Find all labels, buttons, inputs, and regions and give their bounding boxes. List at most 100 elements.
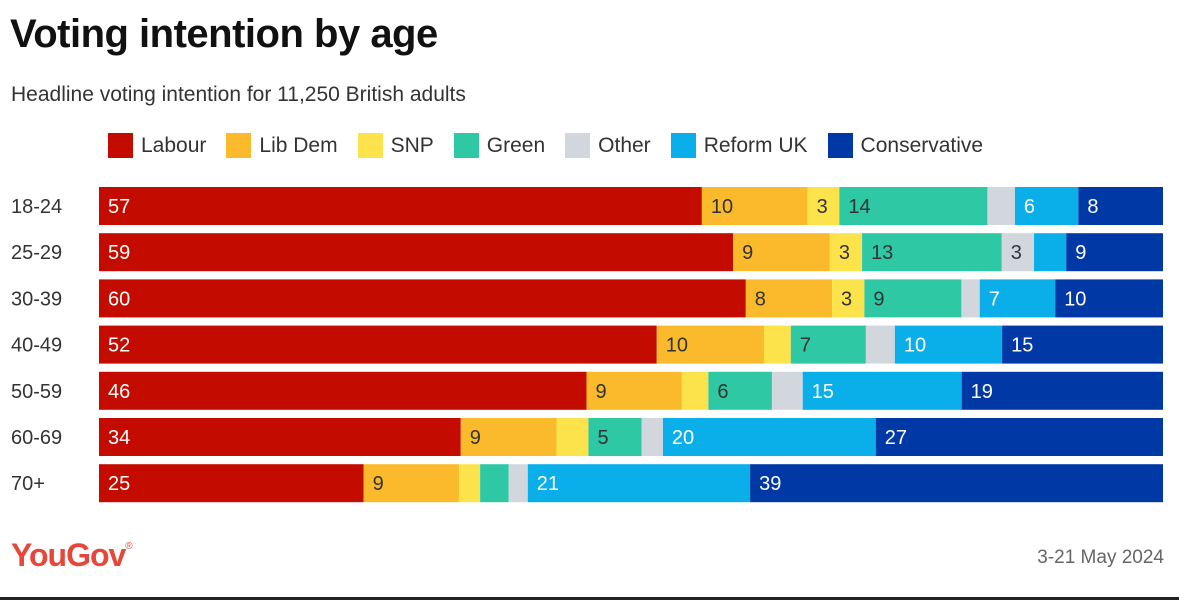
bar-30-39-green (864, 279, 962, 318)
bar-18-24-reform-uk (1014, 187, 1079, 225)
legend-label-other: Other (598, 133, 651, 157)
row-label-50-59: 50-59 (11, 381, 62, 403)
legend-label-reform-uk: Reform UK (703, 133, 808, 157)
data-label-18-24-labour: 57 (108, 196, 130, 218)
data-label-70-plus-labour: 25 (108, 473, 130, 495)
data-label-30-39-labour: 60 (108, 288, 130, 310)
bar-50-59-green (708, 371, 772, 410)
bar-70-plus-green (480, 464, 509, 503)
bar-50-59-other (771, 371, 803, 410)
registered-mark-icon: ® (125, 541, 132, 552)
row-label-25-29: 25-29 (11, 242, 62, 264)
data-label-40-49-conservative: 15 (1011, 335, 1033, 357)
legend-item-labour: Labour (108, 133, 206, 158)
legend-item-other: Other (565, 133, 651, 158)
bar-40-49-green (790, 325, 866, 364)
data-label-30-39-lib-dem: 8 (755, 288, 766, 310)
row-label-70-plus: 70+ (11, 473, 45, 495)
bar-70-plus-lib-dem (363, 464, 459, 503)
bar-40-49-other (865, 325, 895, 364)
row-label-30-39: 30-39 (11, 288, 62, 310)
data-label-18-24-reform-uk: 6 (1024, 196, 1035, 218)
data-label-40-49-reform-uk: 10 (904, 335, 926, 357)
bar-40-49-labour (99, 325, 657, 364)
data-label-50-59-conservative: 19 (971, 381, 993, 403)
bar-30-39-lib-dem (745, 279, 833, 318)
bar-60-69-lib-dem (460, 418, 557, 456)
bar-60-69-reform-uk (662, 418, 876, 456)
bottom-rule (0, 597, 1179, 600)
yougov-logo: YouGov® (11, 537, 133, 574)
bar-25-29-green (862, 233, 1002, 272)
legend-swatch-lib-dem (226, 133, 252, 158)
bar-70-plus-snp (458, 464, 481, 503)
legend: Labour Lib Dem SNP Green Other Reform UK… (108, 133, 1003, 158)
data-label-50-59-green: 6 (717, 381, 728, 403)
row-label-60-69: 60-69 (11, 427, 62, 449)
survey-date: 3-21 May 2024 (1037, 547, 1164, 568)
legend-label-lib-dem: Lib Dem (259, 133, 338, 157)
legend-swatch-labour (108, 133, 133, 158)
data-label-18-24-lib-dem: 10 (711, 196, 733, 218)
bar-40-49-lib-dem (656, 325, 764, 364)
bar-25-29-labour (99, 233, 734, 272)
bar-25-29-other (1001, 233, 1035, 272)
bar-25-29-snp (829, 233, 863, 272)
data-label-40-49-labour: 52 (108, 335, 130, 357)
data-label-18-24-green: 14 (848, 196, 870, 218)
bar-50-59-reform-uk (802, 371, 962, 410)
bar-50-59-lib-dem (586, 371, 682, 410)
chart-title: Voting intention by age (10, 12, 438, 56)
data-label-25-29-labour: 59 (108, 242, 130, 264)
legend-swatch-other (565, 133, 591, 158)
bar-60-69-other (641, 418, 663, 456)
bar-25-29-conservative (1066, 233, 1163, 272)
bar-40-49-conservative (1002, 325, 1163, 364)
data-label-25-29-snp: 3 (839, 242, 850, 264)
bar-60-69-snp (556, 418, 589, 456)
data-label-30-39-reform-uk: 7 (989, 288, 1000, 310)
bar-30-39-snp (832, 279, 865, 318)
legend-label-snp: SNP (390, 133, 434, 157)
bar-50-59-conservative (961, 371, 1163, 410)
bar-30-39-conservative (1055, 279, 1163, 318)
bar-60-69-conservative (875, 418, 1163, 456)
bar-60-69-labour (99, 418, 461, 456)
legend-label-conservative: Conservative (860, 133, 984, 157)
bar-30-39-reform-uk (979, 279, 1056, 318)
legend-label-green: Green (486, 133, 546, 157)
bar-18-24-lib-dem (701, 187, 808, 225)
bar-25-29-lib-dem (733, 233, 830, 272)
data-label-25-29-green: 13 (871, 242, 893, 264)
bar-70-plus-conservative (750, 464, 1163, 503)
bar-70-plus-other (508, 464, 528, 503)
legend-item-conservative: Conservative (827, 133, 984, 158)
bar-18-24-labour (99, 187, 702, 225)
bar-18-24-conservative (1078, 187, 1163, 225)
data-label-25-29-lib-dem: 9 (742, 242, 753, 264)
bar-50-59-labour (99, 371, 587, 410)
data-label-40-49-lib-dem: 10 (666, 335, 688, 357)
data-label-30-39-conservative: 10 (1064, 288, 1086, 310)
bar-30-39-other (961, 279, 980, 318)
bar-50-59-snp (681, 371, 709, 410)
data-label-30-39-snp: 3 (841, 288, 852, 310)
legend-swatch-conservative (827, 133, 853, 158)
data-label-40-49-green: 7 (800, 335, 811, 357)
bar-60-69-green (588, 418, 642, 456)
legend-swatch-reform-uk (670, 133, 696, 158)
data-label-60-69-labour: 34 (108, 427, 130, 449)
data-label-50-59-labour: 46 (108, 381, 130, 403)
row-label-40-49: 40-49 (11, 335, 62, 357)
legend-swatch-green (453, 133, 479, 158)
data-label-60-69-green: 5 (597, 427, 608, 449)
data-label-18-24-snp: 3 (817, 196, 828, 218)
bar-18-24-other (987, 187, 1015, 225)
yougov-logo-text: YouGov (11, 537, 126, 573)
data-label-70-plus-reform-uk: 21 (537, 473, 559, 495)
chart-subtitle: Headline voting intention for 11,250 Bri… (11, 83, 466, 106)
data-label-60-69-lib-dem: 9 (470, 427, 481, 449)
bar-40-49-reform-uk (894, 325, 1003, 364)
bar-70-plus-reform-uk (527, 464, 751, 503)
data-label-60-69-conservative: 27 (885, 427, 907, 449)
